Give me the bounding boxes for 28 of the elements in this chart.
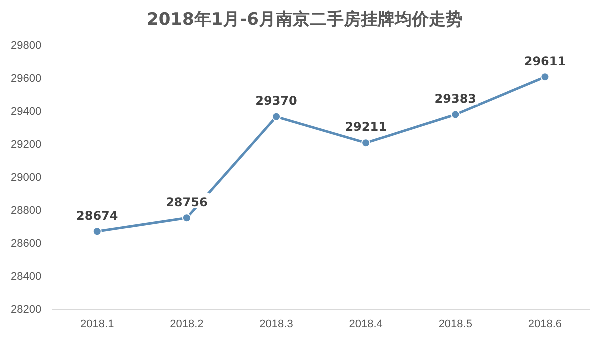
- data-label: 28674: [76, 208, 118, 223]
- y-tick-label: 29600: [10, 73, 42, 86]
- data-label: 29383: [434, 92, 477, 106]
- point: [540, 72, 550, 82]
- x-tick-label: 2018.1: [80, 318, 114, 330]
- data-label: 29211: [345, 120, 387, 134]
- y-tick-label: 29400: [10, 106, 42, 118]
- y-tick-label: 28600: [10, 238, 42, 250]
- x-tick-label: 2018.4: [349, 318, 383, 330]
- x-tick-label: 2018.6: [528, 318, 562, 330]
- y-tick-label: 29800: [10, 40, 42, 52]
- data-label: 28756: [166, 195, 208, 210]
- point: [272, 112, 282, 122]
- y-tick-label: 28400: [10, 270, 42, 283]
- x-tick-label: 2018.2: [170, 318, 204, 330]
- y-tick-label: 28800: [10, 204, 42, 217]
- data-label: 29370: [256, 94, 298, 108]
- point: [362, 138, 371, 148]
- point: [92, 227, 102, 236]
- y-tick-label: 29000: [10, 172, 42, 184]
- x-tick-label: 2018.3: [260, 318, 294, 330]
- x-tick-label: 2018.5: [438, 318, 472, 330]
- point: [451, 110, 460, 120]
- y-tick-label: 28200: [10, 304, 42, 316]
- chart-title: 2018年1月-6月南京二手房挂牌均价走势: [146, 9, 464, 32]
- data-label: 29611: [524, 54, 566, 68]
- point: [182, 214, 192, 223]
- y-tick-label: 29200: [10, 138, 42, 151]
